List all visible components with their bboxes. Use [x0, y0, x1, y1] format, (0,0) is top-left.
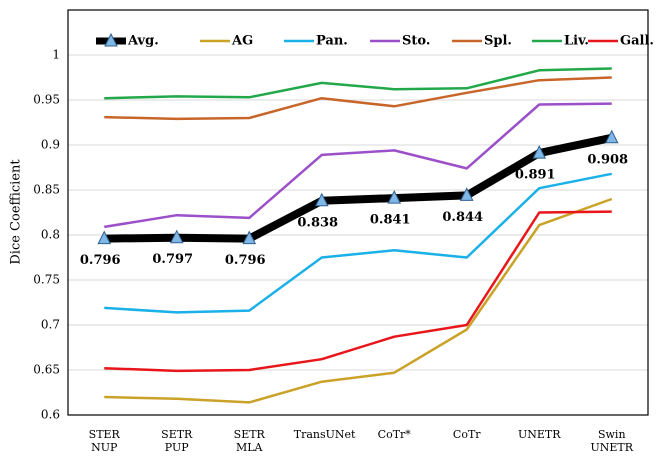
x-tick-label: STER NUP	[88, 428, 120, 454]
x-tick-label: UNETR	[517, 428, 561, 441]
series-line	[104, 197, 613, 404]
y-tick-label: 1	[52, 48, 60, 62]
series-line	[104, 133, 613, 243]
data-label: 0.844	[442, 210, 483, 225]
y-tick-label: 0.6	[41, 408, 60, 422]
avg-marker	[314, 192, 329, 207]
x-tick-label: SETR MLA	[233, 428, 265, 454]
x-tick-label: Swin UNETR	[590, 428, 634, 454]
series-line	[104, 172, 612, 314]
y-tick-label: 0.95	[33, 93, 60, 107]
data-label: 0.796	[225, 253, 266, 268]
data-label: 0.838	[297, 215, 338, 230]
data-label: 0.796	[80, 253, 121, 268]
series-line	[104, 76, 612, 121]
x-tick-label: SETR PUP	[161, 428, 193, 454]
y-tick-label: 0.75	[33, 273, 60, 287]
avg-marker	[169, 229, 184, 244]
legend-label: Avg.	[127, 34, 159, 49]
avg-marker	[387, 189, 402, 204]
avg-marker	[604, 129, 619, 144]
data-label: 0.797	[152, 252, 193, 267]
data-label: 0.841	[370, 213, 411, 228]
y-tick-label: 0.9	[41, 138, 60, 152]
y-tick-label: 0.7	[41, 318, 60, 332]
plot-frame	[67, 9, 649, 416]
x-tick-label: TransUNet	[293, 428, 356, 441]
avg-marker	[242, 230, 257, 245]
x-tick-label: CoTr	[452, 428, 481, 441]
y-tick-label: 0.85	[33, 183, 60, 197]
legend-marker	[104, 32, 118, 47]
legend-label: AG	[231, 34, 253, 49]
avg-marker	[97, 230, 112, 245]
x-tick-label: CoTr*	[377, 428, 411, 441]
legend-label: Liv.	[564, 34, 589, 49]
y-tick-label: 0.8	[41, 228, 60, 242]
legend-label: Sto.	[402, 34, 430, 49]
y-axis-label: Dice Coefficient	[9, 159, 24, 265]
legend-label: Pan.	[316, 34, 348, 49]
y-tick-label: 0.65	[33, 363, 60, 377]
series-line	[104, 67, 612, 100]
avg-marker	[532, 144, 547, 159]
series-line	[104, 102, 612, 229]
series-line	[104, 210, 612, 373]
data-label: 0.891	[515, 168, 556, 183]
legend-label: Gall.	[620, 34, 654, 49]
data-label: 0.908	[587, 152, 628, 167]
legend-label: Spl.	[484, 34, 512, 49]
avg-marker	[459, 187, 474, 201]
